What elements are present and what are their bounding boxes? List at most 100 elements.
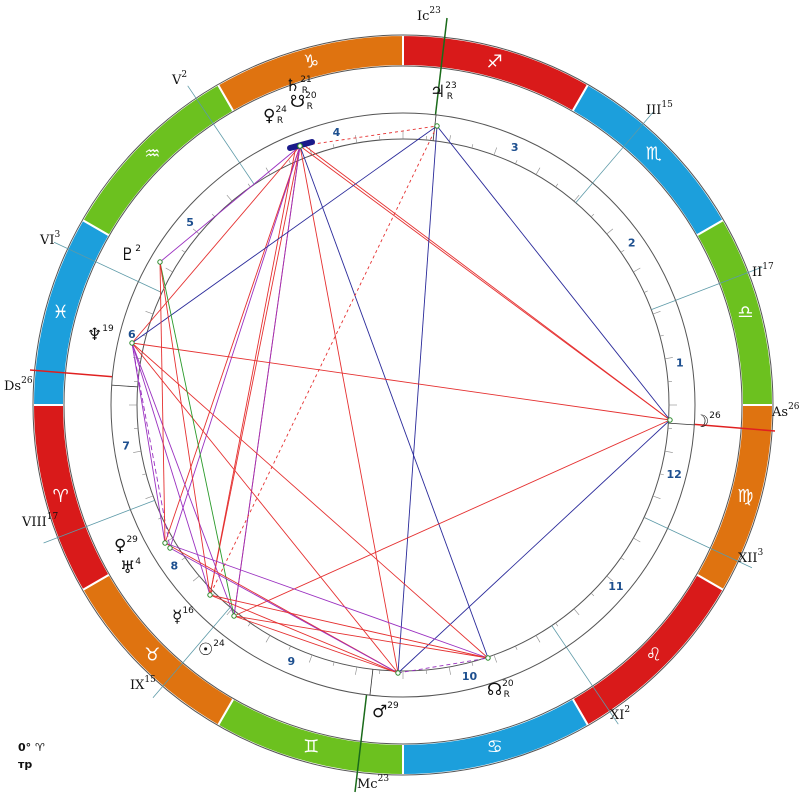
aspect-line	[233, 419, 671, 617]
cusp-degree: 17	[47, 512, 59, 522]
degree-tick	[606, 575, 614, 582]
aspect-line	[131, 342, 489, 659]
aspect-line	[209, 145, 297, 596]
planet-retro: R	[504, 690, 510, 700]
degree-tick	[590, 213, 595, 218]
sign-glyph: ♐	[487, 52, 503, 73]
house-number: 1	[676, 356, 684, 369]
planet-dot	[434, 123, 440, 129]
house-tick	[575, 182, 593, 203]
planet-degree: 19	[102, 324, 114, 334]
planet-label: ☋20 R	[290, 91, 317, 113]
planet-glyph: ♀	[114, 536, 126, 556]
aspect-line	[397, 657, 489, 674]
degree-tick	[515, 645, 518, 650]
planet-dot	[395, 670, 401, 676]
cusp-degree: 26	[21, 376, 33, 386]
aspect-line	[299, 145, 399, 674]
degree-tick	[535, 635, 541, 643]
degree-tick	[247, 183, 251, 188]
sign-glyph: ♈	[53, 486, 69, 507]
house-number: 7	[122, 440, 130, 453]
cusp-name: Mc	[357, 777, 378, 792]
planet-retro: R	[447, 92, 453, 102]
aspect-line	[131, 125, 438, 344]
degree-tick	[192, 575, 200, 582]
footer-line2: тр	[18, 758, 32, 771]
footer-line1: 0° ♈	[18, 741, 45, 754]
sign-glyph: ♉	[144, 645, 160, 666]
aspect-line	[159, 145, 301, 263]
degree-tick	[192, 228, 200, 235]
planet-dot	[485, 655, 491, 661]
planet-degree: 23	[445, 81, 456, 91]
degree-tick	[309, 654, 313, 663]
degree-tick	[573, 194, 580, 202]
planet-retro: R	[307, 102, 313, 112]
planet-degree: 29	[126, 535, 138, 545]
house-number: 11	[608, 580, 623, 593]
aspect-line	[209, 594, 399, 674]
sign-glyph: ♌	[646, 645, 662, 666]
degree-tick	[288, 160, 291, 165]
degree-tick	[573, 608, 580, 616]
cusp-name: Ds	[4, 379, 21, 394]
house-tick	[651, 299, 676, 311]
cusp-name: IX	[130, 678, 145, 693]
degree-tick	[652, 495, 661, 499]
planet-label: ☉24	[198, 639, 225, 661]
degree-tick	[535, 167, 541, 175]
aspect-line	[304, 145, 671, 421]
planet-label: ♀29	[114, 535, 138, 557]
house-number: 8	[171, 560, 179, 573]
cusp-label: VI3	[39, 230, 61, 248]
degree-tick	[652, 311, 661, 315]
cusp-label: XII3	[738, 548, 764, 566]
aspect-line	[164, 542, 489, 659]
cusp-label: Ic23	[417, 6, 441, 24]
degree-tick	[493, 147, 497, 156]
aspect-line	[233, 615, 399, 674]
aspect-line	[131, 342, 171, 549]
degree-tick	[181, 249, 186, 253]
cusp-name: III	[646, 103, 661, 118]
planet-glyph: ♇	[120, 245, 135, 265]
planet-glyph: ♃	[430, 82, 445, 102]
cusp-name: V	[171, 73, 182, 88]
sign-glyph: ♒	[144, 143, 160, 164]
aspect-line	[159, 261, 235, 617]
planet-dot	[162, 540, 168, 546]
cusp-label: IX15	[130, 675, 156, 693]
aspect-line	[131, 145, 301, 344]
cusp-degree: 15	[661, 100, 673, 110]
zodiac-outline	[32, 34, 774, 776]
planet-glyph: ♄	[285, 76, 300, 96]
planet-glyph: ☊	[487, 680, 502, 700]
planet-label: ☊20 R	[487, 679, 514, 701]
degree-tick	[332, 661, 335, 666]
house-tick	[138, 281, 163, 293]
planet-degree: 4	[135, 557, 141, 567]
house-tick	[551, 625, 567, 648]
degree-tick	[659, 473, 664, 476]
planet-label: ♃23 R	[430, 81, 457, 103]
cusp-label: As26	[771, 402, 800, 420]
planet-label: ♇2	[120, 244, 141, 266]
cusp-name: XII	[738, 551, 758, 566]
aspect-line	[397, 125, 438, 674]
degree-tick	[265, 167, 271, 175]
planet-glyph: ♅	[120, 558, 135, 578]
aspect-line	[233, 145, 301, 617]
degree-tick	[145, 311, 154, 315]
cusp-name: VI	[39, 233, 55, 248]
cusp-degree: 15	[144, 675, 156, 685]
planet-degree: 24	[275, 105, 287, 115]
degree-tick	[181, 557, 186, 561]
aspect-line	[131, 342, 235, 617]
cusp-degree: 2	[624, 705, 630, 715]
degree-tick	[471, 661, 474, 666]
degree-tick	[590, 592, 595, 597]
degree-tick	[158, 517, 163, 520]
degree-tick	[332, 144, 335, 149]
